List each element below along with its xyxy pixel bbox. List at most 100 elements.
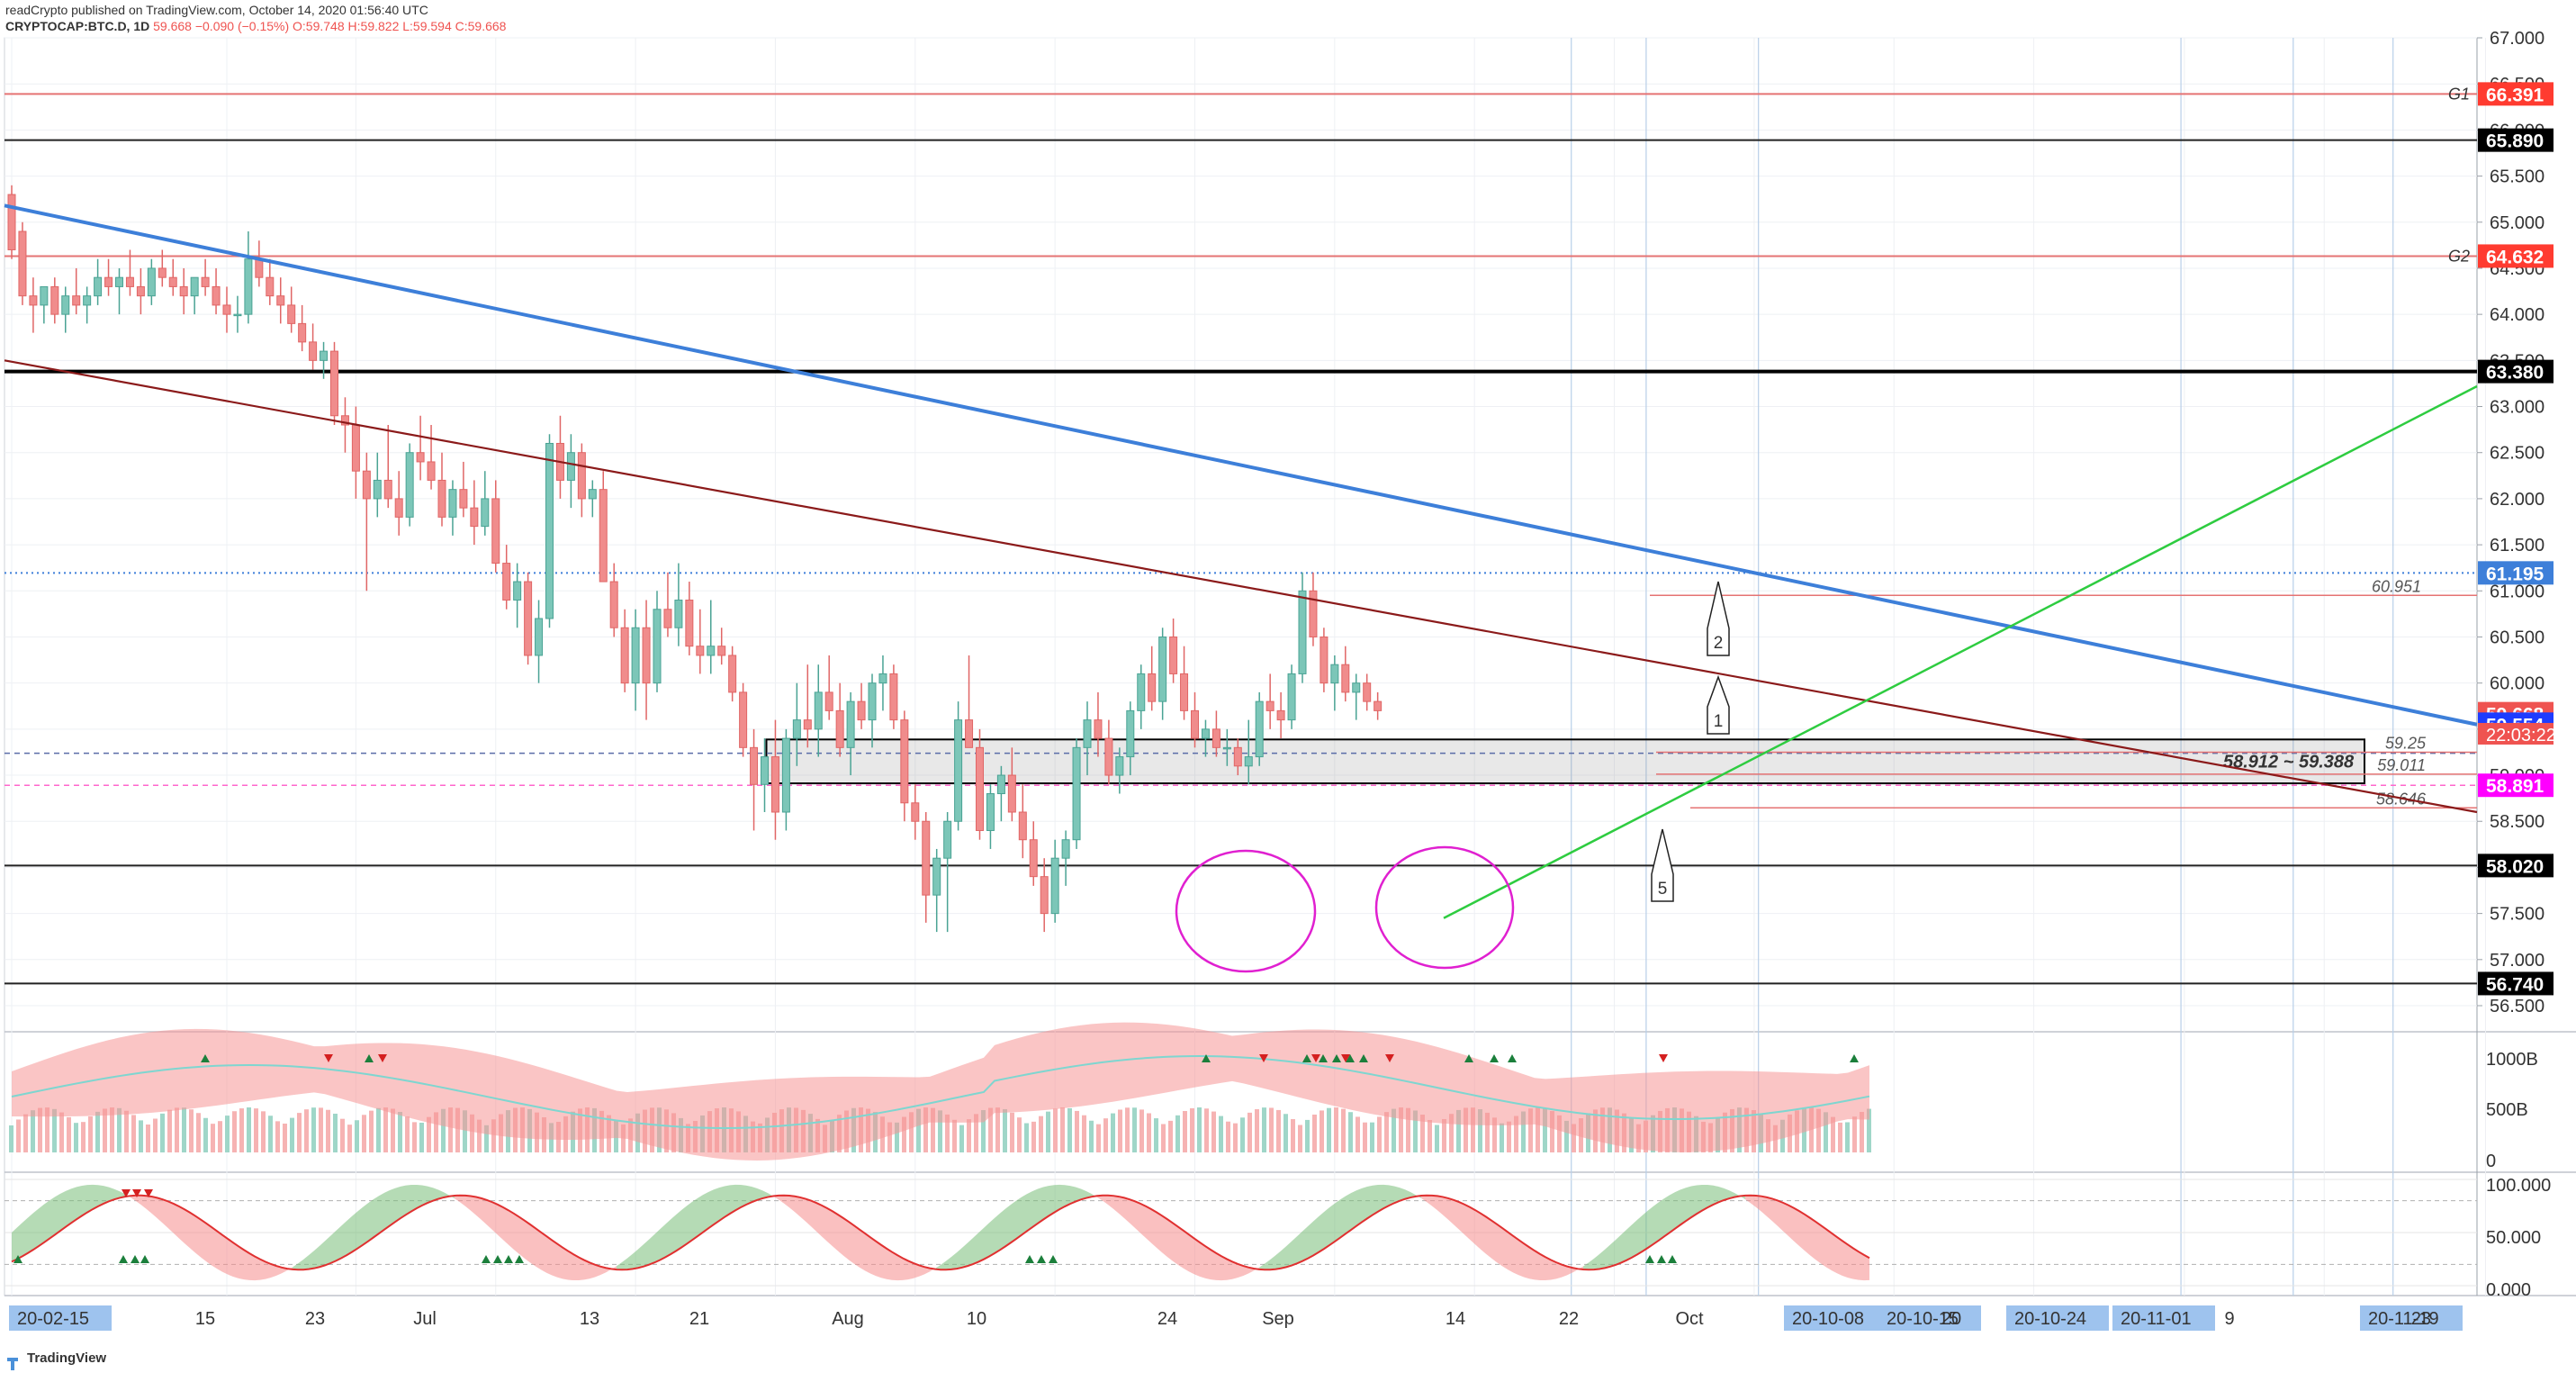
candle-body (201, 276, 210, 287)
volume-bar (412, 1122, 417, 1152)
volume-bar (9, 1125, 14, 1152)
volume-bar (988, 1107, 993, 1152)
osc-fill (368, 1199, 374, 1242)
volume-bar (1852, 1116, 1857, 1152)
candle-body (1330, 664, 1339, 684)
volume-bar (1017, 1117, 1022, 1152)
time-label: 14 (1446, 1309, 1465, 1329)
osc-fill (1281, 1246, 1286, 1269)
osc-fill (1027, 1191, 1032, 1232)
osc-fill (1005, 1204, 1011, 1247)
volume-bar (297, 1113, 302, 1152)
candle-body (1104, 737, 1113, 776)
osc-fill (719, 1186, 725, 1221)
candle-body (1061, 839, 1070, 859)
time-label: 20-11-01 (2121, 1309, 2192, 1329)
candle-body (803, 719, 812, 730)
candle-body (545, 442, 554, 619)
candle-body (459, 489, 468, 509)
osc-fill (44, 1200, 50, 1242)
candle-body (846, 700, 855, 748)
time-label: 10 (967, 1309, 986, 1329)
osc-fill (1653, 1202, 1659, 1244)
osc-fill (1016, 1197, 1022, 1240)
candle-body (115, 276, 123, 287)
volume-bar (427, 1116, 431, 1152)
osc-fill (1373, 1185, 1378, 1215)
volume-bar (1485, 1112, 1490, 1152)
price-tick-label: 60.000 (2490, 674, 2544, 694)
osc-fill (1319, 1212, 1324, 1252)
osc-fill (298, 1259, 303, 1270)
candle-body (566, 452, 575, 481)
osc-fill (1756, 1195, 1761, 1212)
osc-fill (158, 1197, 163, 1224)
volume-bar (1478, 1109, 1482, 1152)
callout-label: 2 (1714, 634, 1724, 653)
osc-fill (1356, 1188, 1362, 1226)
osc-fill (876, 1241, 881, 1278)
osc-fill (1562, 1264, 1567, 1278)
osc-fill (590, 1262, 595, 1279)
volume-bar (203, 1117, 208, 1152)
osc-fill (870, 1237, 876, 1277)
osc-fill (563, 1247, 568, 1280)
osc-fill (968, 1237, 973, 1267)
osc-fill (1556, 1262, 1562, 1279)
osc-fill (1194, 1238, 1200, 1277)
osc-up-icon (1037, 1255, 1046, 1263)
osc-fill (1659, 1198, 1664, 1241)
volume-bar (1428, 1119, 1432, 1152)
osc-fill (1707, 1185, 1713, 1208)
volume-bar (59, 1112, 64, 1152)
osc-fill (1670, 1192, 1675, 1233)
osc-fill (1130, 1199, 1135, 1228)
candle-body (340, 415, 349, 426)
candle-body (642, 627, 651, 684)
signal-up-icon (1302, 1054, 1311, 1062)
osc-fill (136, 1195, 141, 1206)
time-label-bg (2112, 1305, 2215, 1331)
volume-bar (1507, 1121, 1511, 1152)
volume-bar (146, 1124, 150, 1152)
osc-fill (833, 1211, 838, 1251)
osc-fill (379, 1192, 384, 1234)
osc-fill (352, 1211, 357, 1252)
volume-bar (139, 1120, 143, 1152)
price-label: 58.020 (2486, 856, 2544, 877)
volume-bar (1255, 1109, 1259, 1152)
osc-fill (1486, 1216, 1491, 1259)
volume-bar (1103, 1118, 1108, 1152)
volume-bar (95, 1111, 100, 1152)
osc-fill (1799, 1211, 1805, 1251)
candle-body (255, 258, 264, 278)
candle-body (309, 341, 318, 361)
volume-bar (1240, 1117, 1245, 1152)
osc-fill (152, 1197, 158, 1219)
osc-fill (390, 1188, 395, 1226)
volume-bar (909, 1112, 914, 1152)
volume-bar (945, 1114, 950, 1152)
volume-bar (1053, 1108, 1058, 1152)
volume-bar (1226, 1121, 1230, 1152)
volume-bar (1247, 1112, 1252, 1152)
volume-bar (895, 1122, 899, 1152)
osc-fill (1545, 1257, 1551, 1281)
osc-fill (1583, 1262, 1589, 1270)
osc-fill (584, 1260, 590, 1280)
signal-up-icon (1508, 1054, 1517, 1062)
volume-bar (974, 1114, 978, 1152)
support-box (765, 738, 2365, 785)
volume-bar (916, 1108, 921, 1152)
volume-bar (124, 1110, 129, 1152)
osc-up-icon (482, 1255, 491, 1263)
volume-bar (1161, 1124, 1166, 1152)
volume-bar (1449, 1114, 1454, 1152)
volume-bar (995, 1107, 1000, 1152)
osc-fill (1383, 1184, 1389, 1209)
osc-fill (1475, 1210, 1481, 1250)
osc-fill (33, 1208, 39, 1251)
volume-bar (1550, 1111, 1554, 1152)
osc-fill (487, 1199, 492, 1231)
